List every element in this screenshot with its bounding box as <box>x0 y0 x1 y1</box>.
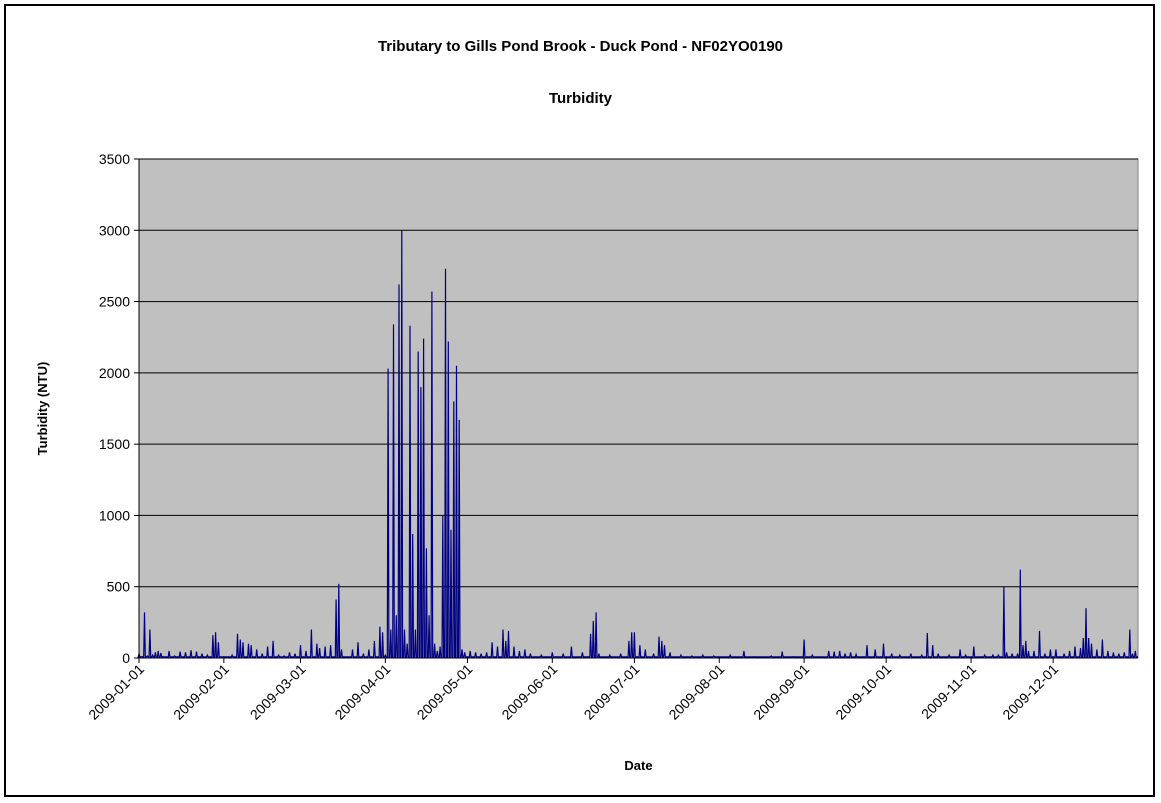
x-axis-title: Date <box>624 758 652 773</box>
x-tick-label: 2009-11-01 <box>918 661 979 722</box>
chart-subtitle: Turbidity <box>548 90 613 107</box>
y-tick-label: 1000 <box>99 507 130 523</box>
y-tick-label: 0 <box>122 650 130 666</box>
x-tick-label: 2009-03-01 <box>247 661 309 723</box>
series-line <box>137 230 1138 658</box>
x-tick-label: 2009-10-01 <box>832 661 894 723</box>
x-tick-label: 2009-06-01 <box>498 661 560 723</box>
y-tick-label: 2500 <box>99 294 130 310</box>
x-tick-label: 2009-04-01 <box>331 661 393 723</box>
y-tick-label: 3000 <box>99 222 130 238</box>
y-axis-title: Turbidity (NTU) <box>35 362 50 456</box>
y-tick-label: 2000 <box>99 365 130 381</box>
y-tick-label: 500 <box>107 579 131 595</box>
series-layer <box>137 230 1138 658</box>
x-tick-label: 2009-07-01 <box>581 661 643 723</box>
x-tick-label: 2009-08-01 <box>665 661 727 723</box>
x-tick-label: 2009-09-01 <box>750 661 812 723</box>
x-tick-label: 2009-12-01 <box>999 661 1061 723</box>
x-tick-label: 2009-02-01 <box>170 661 232 723</box>
x-tick-labels: 2009-01-01 2009-02-01 2009-03-01 2009-04-01… <box>85 661 1061 723</box>
x-tick-label: 2009-05-01 <box>414 661 476 723</box>
y-tick-labels: 0 500 1000 1500 2000 2500 3000 3500 <box>99 151 130 666</box>
plot-area <box>138 158 1139 659</box>
y-tick-label: 1500 <box>99 436 130 452</box>
grid-lines <box>134 158 1138 659</box>
axes <box>138 159 1138 663</box>
x-tick-label: 2009-01-01 <box>85 661 147 723</box>
y-tick-label: 3500 <box>99 151 130 167</box>
chart-title: Tributary to Gills Pond Brook - Duck Pon… <box>377 38 784 55</box>
